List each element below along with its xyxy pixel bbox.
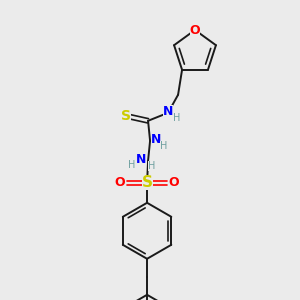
Text: H: H xyxy=(173,113,181,123)
Text: S: S xyxy=(142,175,153,190)
Text: H: H xyxy=(148,161,156,171)
Text: S: S xyxy=(121,109,131,123)
Text: H: H xyxy=(128,160,136,170)
Text: O: O xyxy=(115,176,125,189)
Text: O: O xyxy=(169,176,179,189)
Text: H: H xyxy=(160,141,168,151)
Text: N: N xyxy=(163,105,173,118)
Text: N: N xyxy=(151,133,161,146)
Text: O: O xyxy=(190,23,200,37)
Text: N: N xyxy=(136,153,146,166)
